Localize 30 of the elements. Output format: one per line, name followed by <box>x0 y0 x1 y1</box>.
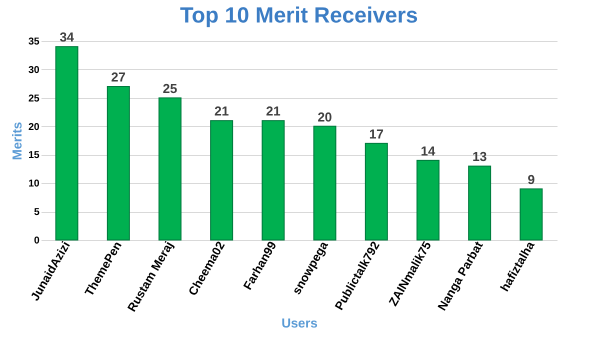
bar <box>262 120 285 240</box>
data-label: 17 <box>369 126 384 142</box>
data-label: 21 <box>214 104 229 119</box>
data-label: 9 <box>528 172 535 187</box>
y-tick-label: 15 <box>28 150 40 162</box>
y-axis-title: Merits <box>9 122 24 160</box>
data-label: 13 <box>472 149 487 164</box>
bar <box>468 166 492 240</box>
y-tick-label: 35 <box>28 36 40 48</box>
bar <box>210 120 234 240</box>
bar <box>313 126 336 240</box>
data-label: 34 <box>60 30 75 45</box>
bar <box>520 188 543 240</box>
y-tick-label: 30 <box>28 64 40 76</box>
bar <box>416 160 440 240</box>
data-label: 20 <box>318 109 332 124</box>
y-tick-label: 10 <box>28 178 40 190</box>
data-label: 27 <box>111 69 126 84</box>
data-label: 25 <box>162 80 178 96</box>
x-axis-title: Users <box>281 316 318 331</box>
bar <box>364 142 388 240</box>
chart-title: Top 10 Merit Receivers <box>180 2 418 28</box>
bar <box>158 97 182 240</box>
y-tick-label: 20 <box>28 122 40 133</box>
y-tick-label: 25 <box>28 93 40 104</box>
data-label: 21 <box>266 104 280 119</box>
bar <box>55 46 78 240</box>
data-label: 14 <box>420 143 436 158</box>
y-tick-label: 5 <box>34 207 40 218</box>
bar <box>106 86 130 240</box>
